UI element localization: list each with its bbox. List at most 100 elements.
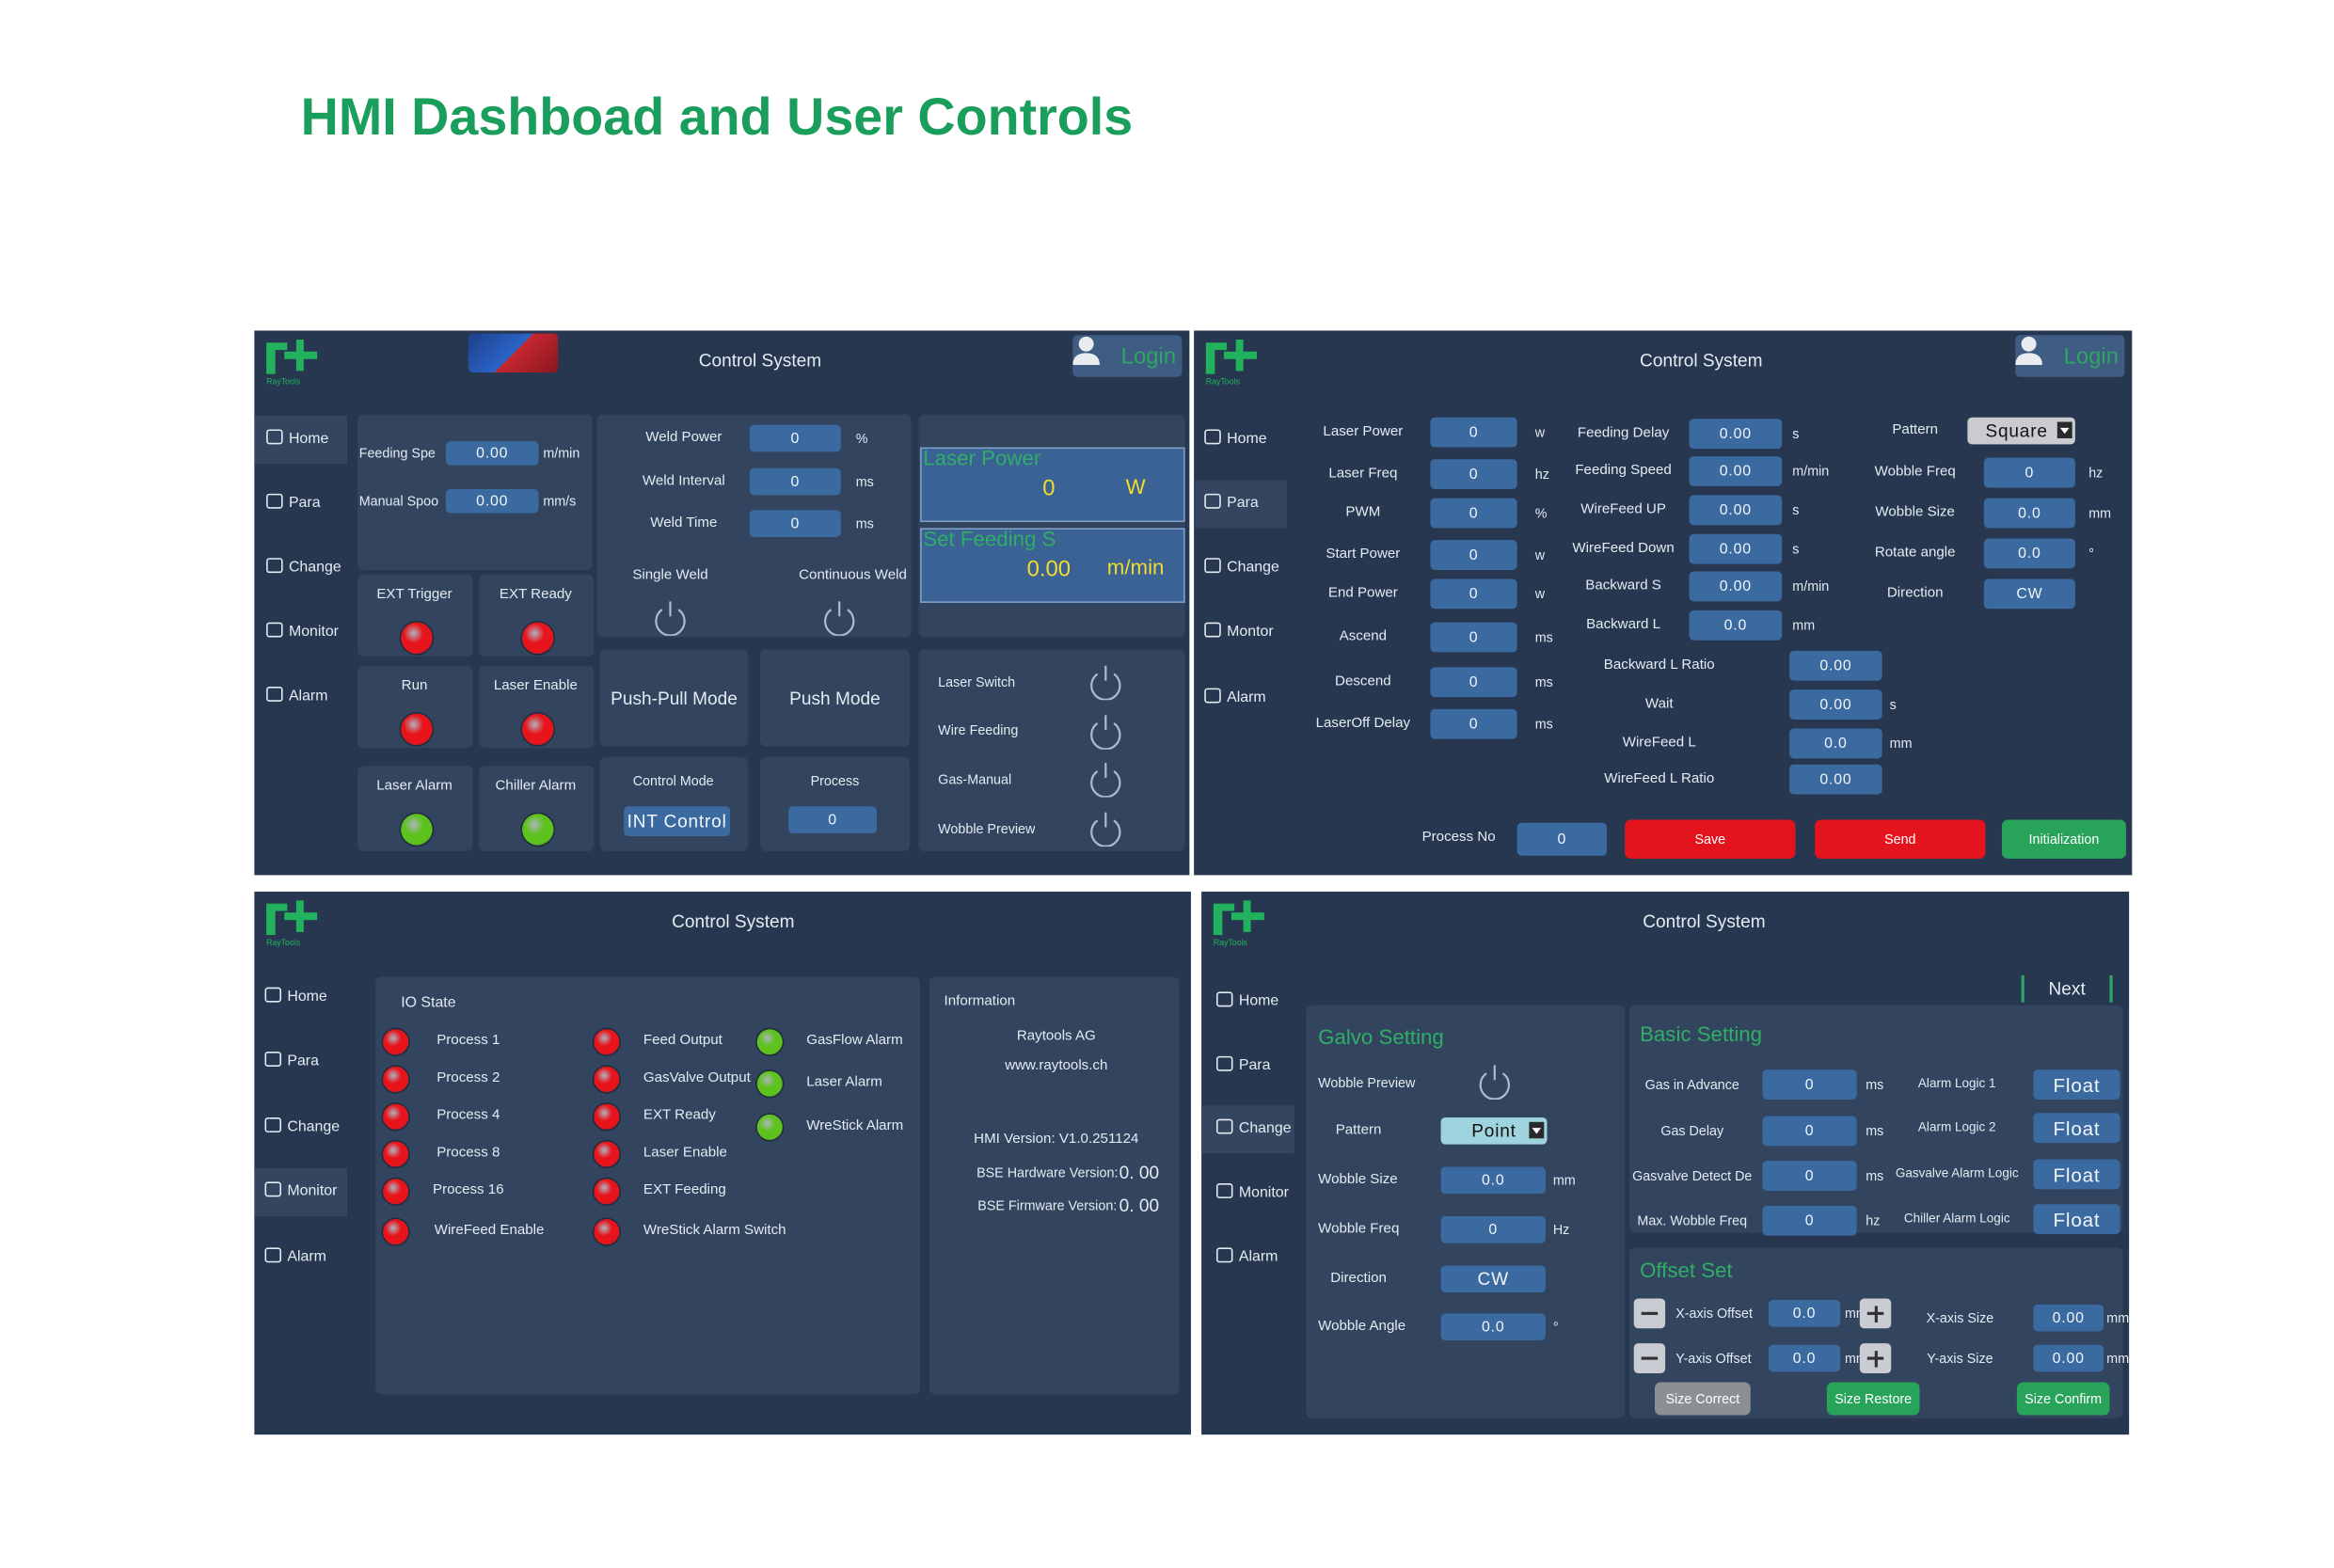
nav-item[interactable]: Change: [266, 558, 356, 578]
input-field[interactable]: 0.0: [1768, 1344, 1841, 1372]
input-field[interactable]: 0.0: [1440, 1313, 1546, 1340]
input-field[interactable]: 0.00: [445, 441, 539, 466]
input-field[interactable]: 0.00: [2033, 1304, 2104, 1332]
nav-item[interactable]: Change: [1215, 1118, 1306, 1140]
input-field[interactable]: 0.00: [1689, 495, 1783, 526]
action-button[interactable]: Size Confirm: [2016, 1382, 2110, 1416]
nav-item[interactable]: Home: [264, 987, 355, 1008]
input-field[interactable]: CW: [1440, 1265, 1546, 1293]
power-button[interactable]: [818, 600, 861, 637]
plus-button[interactable]: [1859, 1298, 1892, 1329]
mode-button[interactable]: Push-Pull Mode: [599, 649, 749, 747]
input-field[interactable]: 0: [1430, 498, 1517, 529]
input-field[interactable]: 0: [1430, 622, 1517, 653]
mode-select[interactable]: INT Control: [624, 806, 731, 837]
input-field[interactable]: 0: [1762, 1116, 1857, 1147]
input-field[interactable]: 0: [1430, 578, 1517, 610]
nav-item[interactable]: Monitor: [266, 622, 356, 643]
nav-item[interactable]: Para: [1215, 1055, 1306, 1077]
input-field[interactable]: 0: [1762, 1069, 1857, 1100]
dropdown[interactable]: Point: [1440, 1117, 1548, 1145]
input-field[interactable]: 0: [1430, 667, 1517, 698]
plus-button[interactable]: [1859, 1343, 1892, 1373]
nav-item[interactable]: Monitor: [1215, 1183, 1306, 1204]
dropdown-arrow: [2056, 421, 2072, 438]
input-field[interactable]: 0.0: [1983, 538, 2075, 569]
mode-button[interactable]: Push Mode: [759, 649, 910, 747]
nav-item[interactable]: Monitor: [264, 1181, 355, 1202]
action-button[interactable]: Initialization: [2001, 819, 2126, 859]
next-button[interactable]: Next: [2021, 974, 2113, 1003]
input-field[interactable]: 0: [1430, 708, 1517, 739]
input-field[interactable]: 0.0: [1440, 1166, 1546, 1195]
nav-icon: [1204, 622, 1221, 638]
power-button[interactable]: [1085, 713, 1127, 750]
input-field[interactable]: 0.00: [1689, 533, 1783, 564]
nav-item[interactable]: Para: [1204, 493, 1294, 515]
nav-item[interactable]: Home: [1204, 429, 1294, 450]
input-field[interactable]: 0.00: [1689, 456, 1783, 486]
login-button[interactable]: Login: [2015, 335, 2125, 377]
input-field[interactable]: Float: [2033, 1113, 2120, 1144]
input-field[interactable]: 0: [1762, 1161, 1857, 1191]
nav-item[interactable]: Alarm: [1215, 1247, 1306, 1268]
input-field[interactable]: 0: [1430, 540, 1517, 570]
nav-item[interactable]: Home: [266, 429, 356, 450]
input-field[interactable]: 0.00: [1689, 419, 1783, 450]
input-field[interactable]: 0: [788, 806, 877, 833]
input-field[interactable]: CW: [1983, 578, 2075, 610]
login-button[interactable]: Login: [1072, 335, 1183, 377]
nav-item[interactable]: Home: [1215, 991, 1306, 1012]
nav-label: Alarm: [288, 688, 328, 705]
nav-item[interactable]: Alarm: [1204, 688, 1294, 709]
input-field[interactable]: 0.00: [445, 489, 539, 514]
power-button[interactable]: [1085, 762, 1127, 800]
nav-icon: [266, 686, 283, 702]
input-field[interactable]: Float: [2033, 1204, 2120, 1235]
label: Laser Switch: [938, 673, 1016, 689]
input-field[interactable]: 0.00: [1689, 571, 1783, 602]
input-field[interactable]: 0.0: [1689, 610, 1783, 641]
input-field[interactable]: 0.0: [1789, 728, 1882, 759]
input-field[interactable]: 0: [1430, 417, 1517, 448]
input-field[interactable]: 0.00: [1789, 764, 1882, 795]
input-field[interactable]: 0.00: [1789, 689, 1882, 720]
power-button[interactable]: [1085, 811, 1127, 848]
nav-item[interactable]: Para: [264, 1052, 355, 1072]
input-field[interactable]: 0: [749, 424, 841, 452]
input-field[interactable]: 0: [1762, 1205, 1857, 1236]
nav-label: Change: [287, 1118, 341, 1136]
input-field[interactable]: 0: [1440, 1215, 1546, 1243]
input-field[interactable]: 0.00: [2033, 1344, 2104, 1372]
power-button[interactable]: [649, 600, 691, 637]
dropdown[interactable]: Square: [1967, 417, 2075, 445]
minus-button[interactable]: [1633, 1343, 1666, 1373]
nav-item[interactable]: Alarm: [264, 1247, 355, 1268]
minus-button[interactable]: [1633, 1298, 1666, 1329]
input-field[interactable]: 0: [1516, 822, 1608, 856]
nav-item[interactable]: Change: [264, 1117, 355, 1138]
action-button[interactable]: Save: [1625, 819, 1796, 859]
label: GasValve Output: [643, 1069, 751, 1087]
input-field[interactable]: 0: [1430, 459, 1517, 490]
panel-change: RayTools Control System Home Para Change Moni…: [1201, 891, 2130, 1435]
nav-label: Monitor: [288, 624, 340, 641]
nav-item[interactable]: Change: [1204, 558, 1294, 578]
nav-item[interactable]: Alarm: [266, 686, 356, 707]
nav-item[interactable]: Para: [266, 493, 356, 515]
input-field[interactable]: 0: [749, 467, 841, 496]
input-field[interactable]: 0.00: [1789, 650, 1882, 681]
action-button[interactable]: Send: [1815, 819, 1986, 859]
power-button[interactable]: [1085, 664, 1127, 702]
input-field[interactable]: 0.0: [1983, 498, 2075, 529]
action-button[interactable]: Size Restore: [1826, 1382, 1920, 1416]
input-field[interactable]: Float: [2033, 1069, 2120, 1100]
input-field[interactable]: 0: [749, 510, 841, 537]
action-button[interactable]: Size Correct: [1654, 1382, 1751, 1416]
power-button[interactable]: [1474, 1064, 1516, 1101]
input-field[interactable]: Float: [2033, 1159, 2120, 1190]
icon-part: [655, 609, 686, 637]
input-field[interactable]: 0: [1983, 457, 2075, 488]
input-field[interactable]: 0.0: [1768, 1300, 1841, 1327]
nav-item[interactable]: Montor: [1204, 622, 1294, 643]
